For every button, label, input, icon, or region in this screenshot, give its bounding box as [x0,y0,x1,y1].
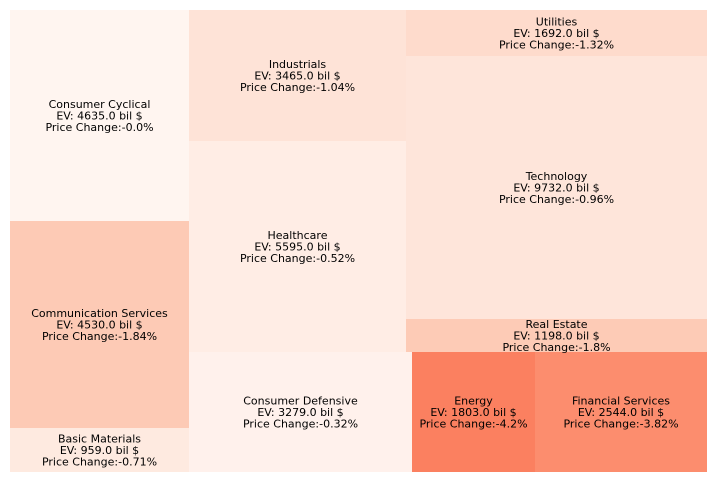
tile-label-energy-3: Price Change:-4.2% [419,418,527,431]
tile-label-healthcare-3: Price Change:-0.52% [240,252,355,265]
tile-basic-materials [10,428,189,472]
tile-label-real-estate-2: EV: 1198.0 bil $ [513,330,599,343]
tile-energy [412,352,535,472]
tile-label-utilities-2: EV: 1692.0 bil $ [513,27,599,40]
tile-healthcare [189,141,406,352]
treemap-tiles [10,10,707,472]
tile-label-basic-materials-1: Basic Materials [58,433,141,446]
tile-label-communication-services-3: Price Change:-1.84% [42,330,157,343]
tile-label-technology-3: Price Change:-0.96% [499,193,614,206]
tile-label-financial-services-2: EV: 2544.0 bil $ [578,406,664,419]
tile-label-consumer-defensive-3: Price Change:-0.32% [243,418,358,431]
tile-label-basic-materials-3: Price Change:-0.71% [42,456,157,469]
tile-label-consumer-cyclical-2: EV: 4635.0 bil $ [56,110,142,123]
tile-label-communication-services-2: EV: 4530.0 bil $ [56,319,142,332]
tile-label-technology-2: EV: 9732.0 bil $ [513,182,599,195]
tile-label-real-estate-1: Real Estate [525,318,587,331]
tile-label-industrials-1: Industrials [269,58,327,71]
tile-label-consumer-cyclical-3: Price Change:-0.0% [45,121,153,134]
tile-label-industrials-3: Price Change:-1.04% [240,81,355,94]
tile-label-technology-1: Technology [525,170,588,183]
tile-label-consumer-defensive-1: Consumer Defensive [243,395,358,408]
tile-industrials [189,10,406,141]
tile-label-utilities-1: Utilities [536,16,578,29]
tile-technology [406,56,707,319]
tile-label-real-estate-3: Price Change:-1.8% [502,341,610,354]
tile-label-financial-services-3: Price Change:-3.82% [563,418,678,431]
tile-label-consumer-cyclical-1: Consumer Cyclical [49,98,151,111]
tile-label-consumer-defensive-2: EV: 3279.0 bil $ [257,406,343,419]
tile-utilities [406,10,707,56]
tile-label-communication-services-1: Communication Services [31,307,168,320]
tile-communication-services [10,221,189,428]
tile-label-industrials-2: EV: 3465.0 bil $ [254,70,340,83]
tile-consumer-defensive [189,352,412,472]
tile-label-financial-services-1: Financial Services [572,395,670,408]
tile-label-healthcare-2: EV: 5595.0 bil $ [254,241,340,254]
tile-label-energy-1: Energy [454,395,493,408]
tile-label-utilities-3: Price Change:-1.32% [499,39,614,52]
tile-label-energy-2: EV: 1803.0 bil $ [430,406,516,419]
tile-label-basic-materials-2: EV: 959.0 bil $ [60,444,139,457]
tile-real-estate [406,319,707,352]
tile-label-healthcare-1: Healthcare [268,229,328,242]
tile-financial-services [535,352,707,472]
tile-consumer-cyclical [10,10,189,221]
